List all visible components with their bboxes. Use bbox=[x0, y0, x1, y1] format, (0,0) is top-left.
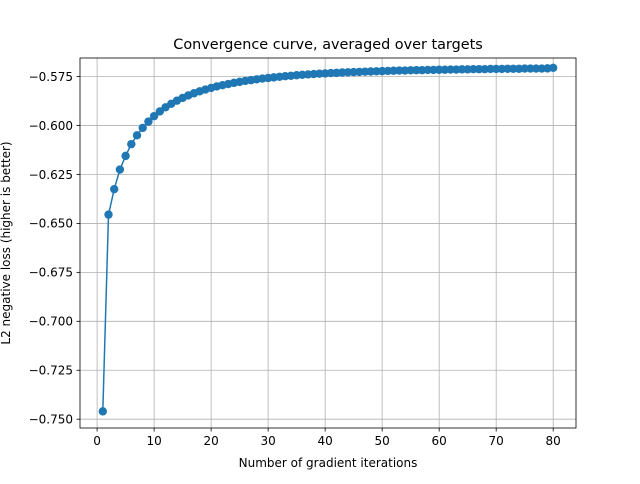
x-tick-label: 30 bbox=[260, 434, 275, 448]
x-tick-label: 0 bbox=[93, 434, 101, 448]
data-point bbox=[149, 111, 159, 121]
data-point bbox=[138, 123, 147, 133]
y-axis-ticks: −0.750 −0.725 −0.700 −0.675 −0.650 −0.625 −0.6… bbox=[29, 70, 80, 426]
y-tick-label: −0.625 bbox=[29, 168, 73, 182]
y-tick-label: −0.725 bbox=[29, 364, 73, 378]
x-tick-label: 10 bbox=[146, 434, 161, 448]
x-tick-label: 20 bbox=[203, 434, 218, 448]
y-tick-label: −0.675 bbox=[29, 266, 73, 280]
x-axis-ticks: 0 10 20 30 40 50 60 70 80 bbox=[93, 428, 561, 448]
x-tick-label: 40 bbox=[318, 434, 333, 448]
y-tick-label: −0.650 bbox=[29, 217, 73, 231]
y-tick-label: −0.750 bbox=[29, 412, 73, 426]
x-tick-label: 80 bbox=[546, 434, 561, 448]
data-point bbox=[115, 165, 125, 174]
y-axis-label: L2 negative loss (higher is better) bbox=[0, 141, 13, 344]
x-tick-label: 50 bbox=[375, 434, 390, 448]
y-tick-label: −0.600 bbox=[29, 119, 73, 133]
data-point bbox=[110, 184, 119, 194]
x-tick-label: 70 bbox=[489, 434, 504, 448]
data-point bbox=[104, 210, 113, 219]
chart-title: Convergence curve, averaged over targets bbox=[173, 37, 482, 53]
data-point bbox=[549, 63, 558, 72]
data-point bbox=[127, 139, 136, 149]
data-point bbox=[132, 131, 142, 140]
plot-frame bbox=[79, 57, 577, 429]
grid-lines bbox=[80, 58, 576, 428]
x-tick-label: 60 bbox=[432, 434, 447, 448]
x-axis-label: Number of gradient iterations bbox=[239, 456, 418, 470]
series-layer bbox=[98, 63, 558, 416]
data-point bbox=[144, 117, 153, 126]
data-point bbox=[98, 407, 108, 416]
y-tick-label: −0.575 bbox=[29, 70, 73, 84]
data-point bbox=[121, 151, 130, 161]
y-tick-label: −0.700 bbox=[29, 315, 73, 329]
